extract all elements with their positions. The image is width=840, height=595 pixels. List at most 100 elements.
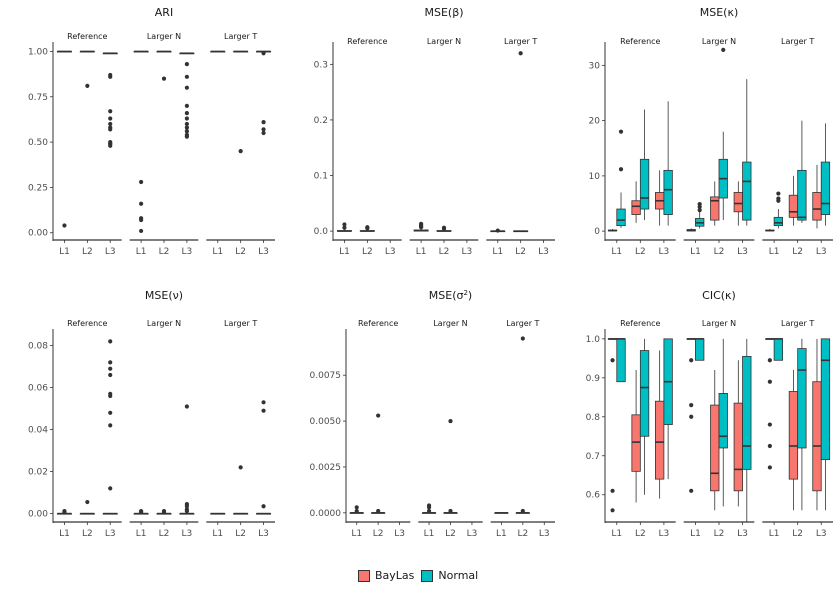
outlier-point bbox=[161, 510, 167, 515]
x-tick-label: L1 bbox=[611, 529, 622, 539]
box-baylas bbox=[56, 508, 72, 515]
box-baylas bbox=[422, 503, 437, 514]
outlier-point bbox=[776, 198, 781, 203]
box-normal bbox=[820, 338, 831, 511]
y-tick-label: 0.2 bbox=[314, 116, 328, 126]
box-baylas bbox=[490, 228, 506, 233]
outlier-point bbox=[520, 508, 525, 514]
y-tick-label: 0.02 bbox=[28, 468, 48, 478]
x-tick-label: L3 bbox=[659, 529, 670, 539]
x-tick-label: L1 bbox=[769, 247, 780, 257]
box-normal bbox=[695, 201, 705, 229]
y-tick-label: 0.75 bbox=[28, 93, 48, 103]
box-normal bbox=[663, 101, 673, 226]
x-tick-label: L1 bbox=[136, 247, 147, 257]
outlier-point bbox=[184, 85, 189, 90]
outlier-point bbox=[184, 62, 189, 67]
box-normal bbox=[663, 338, 673, 480]
facet-strip-label: Larger T bbox=[504, 37, 537, 46]
legend: BayLas Normal bbox=[358, 569, 485, 582]
x-tick-label: L2 bbox=[159, 247, 170, 257]
x-tick-label: L2 bbox=[159, 529, 170, 539]
x-tick-label: L3 bbox=[182, 247, 193, 257]
outlier-point bbox=[184, 129, 189, 134]
chart-title-tail: ) bbox=[468, 289, 472, 302]
x-tick-label: L3 bbox=[258, 247, 269, 257]
box-baylas bbox=[443, 418, 458, 514]
y-tick-label: 0.50 bbox=[28, 138, 48, 148]
box-body bbox=[812, 381, 822, 492]
outlier-point bbox=[139, 510, 144, 515]
facet-strip-label: Larger N bbox=[427, 37, 461, 46]
y-tick-label: 0.6 bbox=[586, 491, 601, 501]
legend-key-baylas bbox=[358, 569, 370, 582]
x-tick-label: L1 bbox=[416, 247, 427, 257]
outlier-point bbox=[139, 228, 144, 234]
outlier-point bbox=[448, 418, 453, 424]
facet-strip-label: Reference bbox=[620, 319, 660, 328]
y-tick-label: 0.0 bbox=[314, 227, 329, 237]
box-body bbox=[695, 338, 705, 361]
panel-mse_beta: MSE(β) 0.0 0.1 0.2 0.3 Reference L1 L2 L3 Larger … bbox=[314, 6, 555, 257]
outlier-point bbox=[767, 379, 772, 384]
outlier-point bbox=[721, 47, 726, 52]
outlier-point bbox=[139, 201, 144, 206]
y-tick-label: 0.25 bbox=[28, 183, 48, 193]
box-baylas bbox=[733, 360, 743, 507]
y-tick-label: 0 bbox=[594, 227, 600, 237]
box-baylas bbox=[631, 370, 641, 503]
box-baylas bbox=[102, 339, 118, 515]
legend-label-baylas: BayLas bbox=[375, 569, 415, 582]
panel-mse_nu: MSE(ν) 0.00 0.02 0.04 0.06 0.08 Reference L1 L2 L… bbox=[28, 289, 275, 539]
x-tick-label: L2 bbox=[517, 529, 528, 539]
outlier-point bbox=[108, 127, 113, 132]
x-tick-label: L1 bbox=[611, 247, 622, 257]
y-tick-label: 30 bbox=[589, 61, 601, 71]
box-body bbox=[742, 161, 752, 221]
box-body bbox=[733, 192, 743, 213]
box-baylas bbox=[631, 181, 641, 223]
box-baylas bbox=[788, 370, 799, 511]
outlier-point bbox=[238, 149, 243, 154]
x-tick-label: L2 bbox=[235, 247, 246, 257]
outlier-point bbox=[689, 488, 694, 493]
box-baylas bbox=[349, 505, 364, 514]
y-tick-label: 20 bbox=[589, 117, 601, 127]
outlier-point bbox=[184, 404, 189, 409]
x-tick-label: L2 bbox=[635, 529, 646, 539]
box-normal bbox=[797, 338, 807, 511]
outlier-point bbox=[108, 121, 113, 127]
x-tick-label: L1 bbox=[136, 529, 147, 539]
outlier-point bbox=[108, 366, 113, 371]
outlier-point bbox=[184, 116, 189, 121]
x-tick-label: L1 bbox=[769, 529, 780, 539]
box-baylas bbox=[765, 228, 775, 232]
outlier-point bbox=[184, 103, 189, 108]
facet-strip-label: Reference bbox=[347, 37, 387, 46]
x-tick-label: L1 bbox=[212, 529, 223, 539]
x-tick-label: L2 bbox=[635, 247, 646, 257]
box-baylas bbox=[515, 336, 530, 514]
y-tick-label: 0.0000 bbox=[310, 509, 342, 519]
x-tick-label: L2 bbox=[362, 247, 373, 257]
box-baylas bbox=[436, 225, 452, 232]
outlier-point bbox=[108, 423, 113, 428]
y-tick-label: 0.0050 bbox=[310, 417, 342, 427]
box-normal bbox=[773, 338, 783, 361]
outlier-point bbox=[767, 358, 772, 363]
x-tick-label: L1 bbox=[690, 247, 701, 257]
box-baylas bbox=[686, 338, 696, 493]
box-normal bbox=[639, 338, 650, 495]
panel-mse_kappa: MSE(κ) 0 10 20 30 Reference L1 L2 L3 Larger N L1 L2… bbox=[589, 6, 833, 257]
box-baylas bbox=[686, 228, 696, 232]
x-tick-label: L1 bbox=[690, 529, 701, 539]
outlier-point bbox=[184, 508, 189, 514]
outlier-point bbox=[441, 226, 447, 231]
box-body bbox=[663, 169, 673, 215]
facet-strip-label: Reference bbox=[67, 32, 107, 41]
outlier-point bbox=[139, 179, 144, 185]
outlier-point bbox=[365, 226, 370, 231]
outlier-point bbox=[184, 74, 189, 79]
box-baylas bbox=[494, 512, 509, 514]
box-body bbox=[718, 393, 728, 449]
